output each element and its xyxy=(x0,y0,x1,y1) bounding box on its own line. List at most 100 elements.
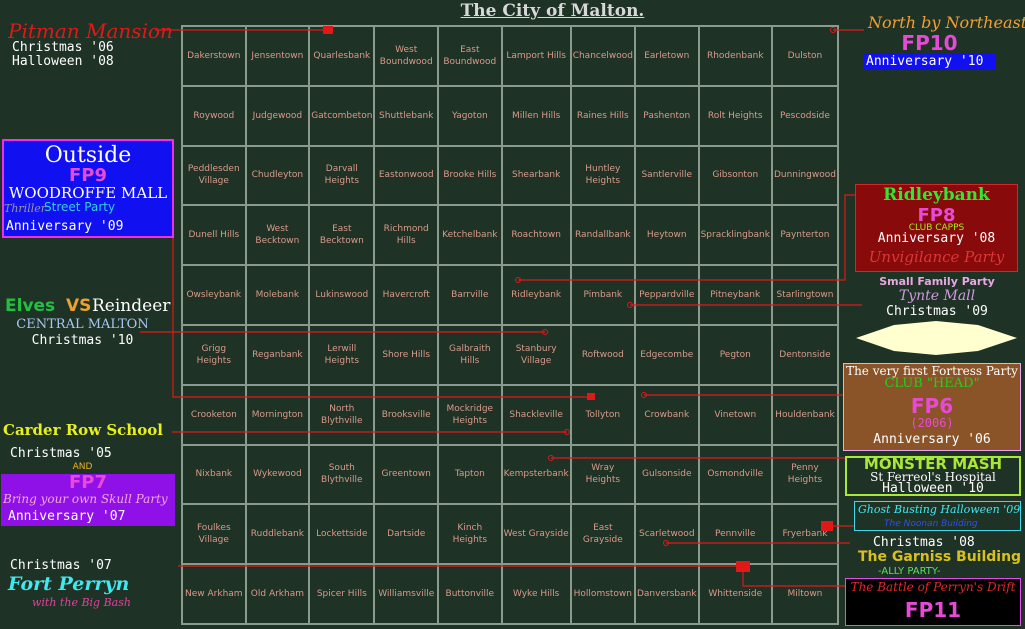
suburb-cell: Mockridge Heights xyxy=(438,384,502,445)
perryn-name: Fort Perryn xyxy=(8,573,130,595)
nne-bar xyxy=(864,53,995,70)
suburb-cell: Pimbank xyxy=(570,265,635,325)
carder-anniv: Anniversary '07 xyxy=(8,509,126,524)
carder-when: Christmas '05 xyxy=(10,446,112,461)
suburb-cell: Shuttlebank xyxy=(374,85,439,146)
suburb-cell: Hollomstown xyxy=(570,564,635,624)
suburb-cell: Earletown xyxy=(634,26,699,86)
outside-fp: FP9 xyxy=(68,165,107,186)
suburb-cell: Heytown xyxy=(634,205,699,266)
ridley-fp: FP8 xyxy=(917,205,956,226)
outside-anniv: Anniversary '09 xyxy=(6,219,124,234)
ridley-party: Unvigilance Party xyxy=(868,248,1005,266)
suburb-cell: West Boundwood xyxy=(374,26,439,86)
suburb-cell: Foulkes Village xyxy=(182,504,246,565)
suburb-cell: Roachtown xyxy=(501,205,571,266)
suburb-cell: Darvall Heights xyxy=(309,145,375,206)
carder-fp: FP7 xyxy=(68,472,107,493)
suburb-cell: West Becktown xyxy=(245,205,310,266)
suburb-cell: Jensentown xyxy=(245,26,310,86)
suburb-cell: Shore Hills xyxy=(374,324,439,385)
suburb-cell: Tollyton xyxy=(570,384,635,445)
suburb-cell: Vinetown xyxy=(698,384,772,445)
ghost-name: Ghost Busting Halloween '09 xyxy=(858,503,1021,516)
outside-party1: Thriller xyxy=(4,202,47,215)
suburb-cell: Rhodenbank xyxy=(698,26,772,86)
suburb-cell: Raines Hills xyxy=(570,85,635,146)
suburb-cell: Barrville xyxy=(438,265,502,325)
suburb-cell: Kinch Heights xyxy=(438,504,502,565)
suburb-cell: Randallbank xyxy=(570,205,635,266)
tynte-mall: Tynte Mall xyxy=(898,288,976,304)
elves-when: Christmas '10 xyxy=(31,333,134,348)
suburb-cell: Miltown xyxy=(771,564,838,624)
garniss-ally: -ALLY PARTY- xyxy=(878,566,941,577)
drift-box xyxy=(845,578,1021,626)
nne-anniv: Anniversary '10 xyxy=(866,54,984,69)
nne-fp: FP10 xyxy=(901,31,958,55)
drift-fp: FP11 xyxy=(904,598,962,622)
suburb-cell: Spicer Hills xyxy=(309,564,375,624)
suburb-cell: East Boundwood xyxy=(438,26,502,86)
suburb-cell: Spracklingbank xyxy=(698,205,772,266)
ridley-name: Ridleybank xyxy=(883,185,990,205)
suburb-cell: South Blythville xyxy=(309,444,375,505)
suburb-cell: Nixbank xyxy=(182,444,246,505)
suburb-cell: West Grayside xyxy=(501,504,571,565)
ridley-box xyxy=(855,184,1018,272)
fp7-box xyxy=(1,474,175,526)
suburb-cell: Eastonwood xyxy=(374,145,439,206)
suburb-cell: Crowbank xyxy=(634,384,699,445)
suburb-cell: Crooketon xyxy=(182,384,246,445)
malton-grid: Dakerstown Jensentown Quarlesbank West Boun… xyxy=(181,25,839,625)
suburb-cell: Havercroft xyxy=(374,265,439,325)
suburb-cell: Grigg Heights xyxy=(182,324,246,385)
suburb-cell: Wyke Hills xyxy=(501,564,571,624)
perryn-sub: with the Big Bash xyxy=(32,596,131,609)
suburb-cell: Osmondville xyxy=(698,444,772,505)
carder-and: AND xyxy=(72,462,93,472)
suburb-cell: Owsleybank xyxy=(182,265,246,325)
suburb-cell: Dartside xyxy=(374,504,439,565)
drift-name: The Battle of Perryn's Drift xyxy=(850,580,1016,594)
suburb-cell: Roftwood xyxy=(570,324,635,385)
head-fp: FP6 xyxy=(910,394,954,418)
suburb-cell: Chancelwood xyxy=(570,26,635,86)
suburb-cell: Huntley Heights xyxy=(570,145,635,206)
head-club: CLUB "HEAD" xyxy=(884,376,980,391)
suburb-cell: Starlingtown xyxy=(771,265,838,325)
ridley-anniv: Anniversary '08 xyxy=(877,231,996,246)
elves-loc: CENTRAL MALTON xyxy=(16,317,149,332)
suburb-cell: Penny Heights xyxy=(771,444,838,505)
suburb-cell: Pashenton xyxy=(634,85,699,146)
suburb-cell: Rolt Heights xyxy=(698,85,772,146)
suburb-cell: Buttonville xyxy=(438,564,502,624)
suburb-cell: Wray Heights xyxy=(570,444,635,505)
garniss-when: Christmas '08 xyxy=(873,535,975,550)
suburb-cell: Reganbank xyxy=(245,324,310,385)
suburb-cell: Houldenbank xyxy=(771,384,838,445)
outside-mall: WOODROFFE MALL xyxy=(8,184,168,202)
pitman-line1: Christmas '06 xyxy=(12,40,114,55)
nne-name: North by Northeast xyxy=(868,13,1025,32)
suburb-cell: Millen Hills xyxy=(501,85,571,146)
monster-hosp: St Ferreol's Hospital xyxy=(870,470,996,484)
suburb-cell: Gatcombeton xyxy=(309,85,375,146)
suburb-cell: Dakerstown xyxy=(182,26,246,86)
suburb-cell: Pegton xyxy=(698,324,772,385)
garniss-name: The Garniss Building xyxy=(858,549,1022,565)
suburb-cell: Dunningwood xyxy=(771,145,838,206)
elves-a: Elves xyxy=(5,296,56,316)
suburb-cell: Shackleville xyxy=(501,384,571,445)
suburb-cell: Greentown xyxy=(374,444,439,505)
map-title: The City of Malton. xyxy=(460,1,645,21)
suburb-cell: Lockettside xyxy=(309,504,375,565)
suburb-cell: Lukinswood xyxy=(309,265,375,325)
pitman-name: Pitman Mansion xyxy=(8,19,173,43)
suburb-cell: Galbraith Hills xyxy=(438,324,502,385)
suburb-cell: Kempsterbank xyxy=(501,444,571,505)
suburb-cell: Whittenside xyxy=(698,564,772,624)
suburb-cell: Stanbury Village xyxy=(501,324,571,385)
suburb-cell: Richmond Hills xyxy=(374,205,439,266)
outside-party2: Street Party xyxy=(44,200,116,214)
